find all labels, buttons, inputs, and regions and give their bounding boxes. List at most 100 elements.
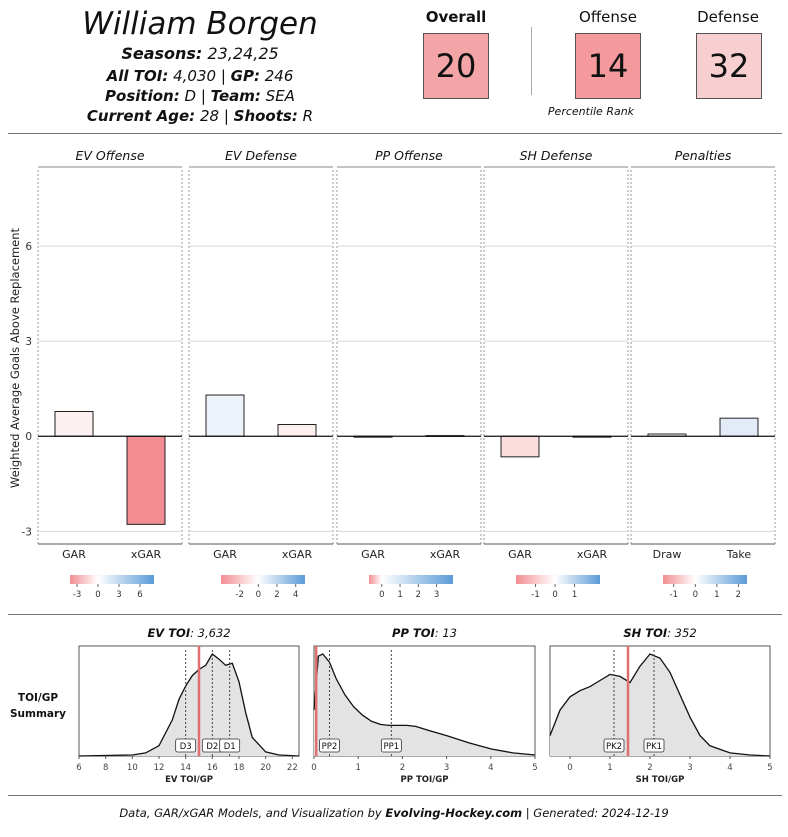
toi-x-tick-label: 5 <box>532 763 537 773</box>
seasons-label: Seasons <box>121 44 196 63</box>
gar-legend-tick-label: 2 <box>274 590 279 600</box>
gar-legend-tick-label: -3 <box>73 590 81 600</box>
toi-role-marker-box <box>643 738 665 753</box>
toi-role-marker-label: PK1 <box>646 742 662 752</box>
toi-x-tick-label: 0 <box>567 763 572 773</box>
toi-panel-title: PP TOI: 13 <box>392 626 457 640</box>
gp-value: 246 <box>264 67 294 85</box>
gar-panel-title: PP Offense <box>375 148 443 163</box>
toi-role-marker-box <box>380 738 402 753</box>
toi-x-tick-label: 22 <box>287 763 298 773</box>
toi-x-tick-label: 16 <box>207 763 218 773</box>
toi-x-tick-label: 3 <box>444 763 449 773</box>
gar-color-legend <box>663 575 747 584</box>
toi-x-tick-label: 6 <box>76 763 81 773</box>
gar-panel: PP Offense GAR xGAR 0 1 2 3 <box>336 148 482 600</box>
gar-panel-title: EV Offense <box>75 148 144 163</box>
toi-role-marker-box <box>319 738 340 753</box>
gar-color-legend <box>70 575 154 584</box>
team-value: SEA <box>265 87 295 105</box>
age-value: 28 <box>199 107 220 125</box>
toi-x-tick-label: 1 <box>355 763 360 773</box>
gar-category-label: GAR <box>508 548 532 561</box>
toi-role-marker-label: PK2 <box>606 742 622 752</box>
shoots-label: Shoots <box>233 107 292 125</box>
toi-density-line <box>313 653 536 756</box>
overall-percentile-box: 20 <box>423 33 489 99</box>
gar-panel: SH Defense GAR xGAR -1 0 1 <box>483 148 629 600</box>
seasons-value: 23,24,25 <box>207 44 279 63</box>
gar-category-label: xGAR <box>430 548 461 561</box>
gar-legend-tick-label: 0 <box>379 590 384 600</box>
toi-x-tick-label: 18 <box>234 763 245 773</box>
gar-panel-title: EV Defense <box>225 148 297 163</box>
toi-density-area <box>79 654 299 756</box>
footer-prefix: Data, GAR/xGAR Models, and Visualization… <box>119 806 386 820</box>
gar-bar <box>126 435 166 525</box>
footer-separator <box>8 795 782 796</box>
toi-x-tick-label: 10 <box>127 763 138 773</box>
toi-x-tick-label: 20 <box>260 763 271 773</box>
gar-category-label: Take <box>726 548 752 561</box>
toi-x-tick-label: 2 <box>647 763 652 773</box>
toi-density-line <box>549 653 771 757</box>
gar-legend-tick-label: 0 <box>95 590 100 600</box>
gar-category-label: xGAR <box>131 548 162 561</box>
toi-summary-label: TOI/GP Summary <box>9 692 67 720</box>
position-value: D <box>184 87 197 105</box>
gar-category-label: xGAR <box>282 548 313 561</box>
toi-x-tick-label: 4 <box>488 763 493 773</box>
toi-role-marker-label: D2 <box>206 742 218 752</box>
gp-label: GP <box>230 67 254 85</box>
gar-category-label: xGAR <box>577 548 608 561</box>
age-label: Current Age <box>86 107 190 125</box>
gar-legend-tick-label: -1 <box>531 590 539 600</box>
toi-panel-title: SH TOI: 352 <box>623 626 696 640</box>
toi-role-marker-label: PP1 <box>384 742 400 752</box>
toi-x-tick-label: 5 <box>767 763 772 773</box>
gar-category-label: GAR <box>62 548 86 561</box>
gar-color-legend <box>221 575 305 584</box>
team-label: Team <box>210 87 255 105</box>
toi-x-tick-label: 8 <box>103 763 108 773</box>
toi-role-marker-label: D3 <box>180 742 192 752</box>
toi-x-axis-label: SH TOI/GP <box>636 775 685 785</box>
offense-label: Offense <box>579 8 637 26</box>
offense-percentile-box: 14 <box>575 33 641 99</box>
toi-role-marker-label: D1 <box>224 742 236 752</box>
footer-brand[interactable]: Evolving-Hockey.com <box>385 806 523 820</box>
gar-bar <box>54 411 94 437</box>
gar-legend-tick-label: 3 <box>434 590 439 600</box>
gar-bar-chart: Weighted Average Goals Above Replacement… <box>8 148 776 600</box>
age-line: Current Age: 28 | Shoots: R <box>86 107 314 125</box>
gar-legend-tick-label: 0 <box>693 590 698 600</box>
gar-panel: EV Defense GAR xGAR -2 0 2 4 <box>188 148 334 600</box>
footer-credits: Data, GAR/xGAR Models, and Visualization… <box>0 806 788 820</box>
toi-panel: PP TOI: 13 PP2 PP1 0 1 2 3 4 5 PP TOI/GP <box>311 626 537 785</box>
gar-bar <box>719 417 759 437</box>
gar-legend-tick-label: -1 <box>670 590 678 600</box>
toi-line: All TOI: 4,030 | GP: 246 <box>106 67 294 85</box>
gar-bar <box>277 424 317 437</box>
gar-legend-tick-label: 4 <box>293 590 298 600</box>
toi-role-marker-label: PP2 <box>322 742 338 752</box>
position-label: Position <box>105 87 174 105</box>
toi-x-tick-label: 12 <box>154 763 165 773</box>
percentile-rank-note: Percentile Rank <box>547 105 635 118</box>
toi-x-axis-label: EV TOI/GP <box>165 775 213 785</box>
shoots-value: R <box>302 107 314 125</box>
gar-panel: EV Offense GAR xGAR -3 0 3 6 <box>37 148 183 600</box>
toi-role-marker-box <box>175 738 197 753</box>
chart-separator <box>8 614 782 615</box>
position-line: Position: D | Team: SEA <box>105 87 295 105</box>
defense-percentile-box: 32 <box>696 33 762 99</box>
gar-panel-title: Penalties <box>675 148 732 163</box>
toi-x-tick-label: 1 <box>607 763 612 773</box>
toi-x-axis-label: PP TOI/GP <box>401 775 449 785</box>
gar-legend-tick-label: 2 <box>416 590 421 600</box>
gar-legend-tick-label: -2 <box>235 590 243 600</box>
gar-y-axis-label: Weighted Average Goals Above Replacement <box>8 227 22 488</box>
seasons-line: Seasons: 23,24,25 <box>121 44 279 63</box>
toi-x-tick-label: 4 <box>727 763 732 773</box>
